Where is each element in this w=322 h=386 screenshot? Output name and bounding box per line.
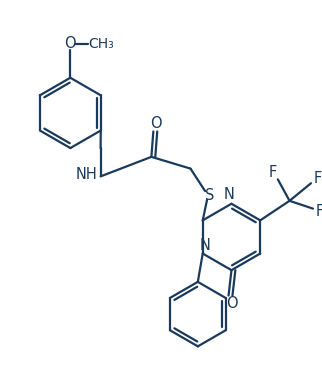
Text: NH: NH xyxy=(76,167,98,182)
Text: S: S xyxy=(205,188,215,203)
Text: O: O xyxy=(226,296,237,311)
Text: O: O xyxy=(64,36,76,51)
Text: F: F xyxy=(269,165,277,180)
Text: F: F xyxy=(314,171,322,186)
Text: N: N xyxy=(199,238,210,253)
Text: N: N xyxy=(224,188,235,202)
Text: O: O xyxy=(150,116,162,131)
Text: CH₃: CH₃ xyxy=(89,37,114,51)
Text: F: F xyxy=(316,204,322,219)
